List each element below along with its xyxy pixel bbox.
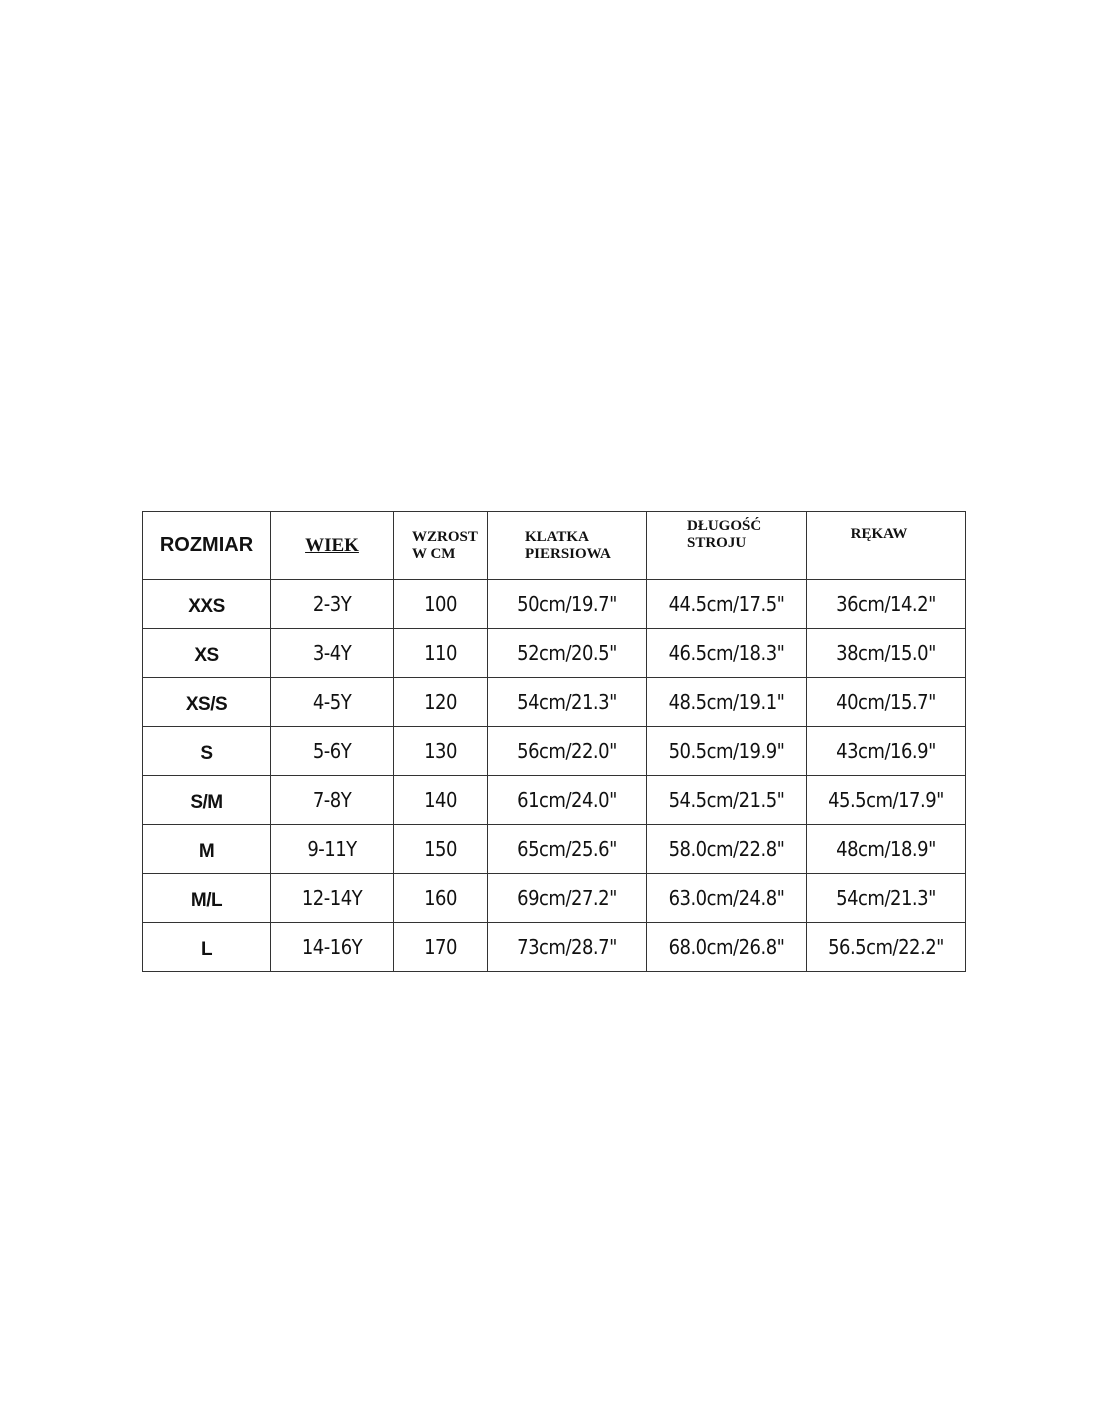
cell-age: 14-16Y	[270, 922, 394, 972]
cell-height: 170	[393, 922, 488, 972]
cell-age: 4-5Y	[270, 677, 394, 727]
header-dlugosc-line1: DŁUGOŚĆ	[687, 518, 762, 534]
header-wzrost: WZROST W CM	[393, 511, 488, 580]
table-row: M/L 12-14Y 160 69cm/27.2" 63.0cm/24.8" 54cm/2…	[142, 873, 966, 923]
cell-height: 150	[393, 824, 488, 874]
table-row: S/M 7-8Y 140 61cm/24.0" 54.5cm/21.5" 45.5cm/1…	[142, 775, 966, 825]
cell-length: 54.5cm/21.5"	[646, 775, 807, 825]
cell-age: 9-11Y	[270, 824, 394, 874]
table-row: XS 3-4Y 110 52cm/20.5" 46.5cm/18.3" 38cm/15.0…	[142, 628, 966, 678]
cell-chest: 56cm/22.0"	[487, 726, 647, 776]
cell-age: 2-3Y	[270, 579, 394, 629]
header-row: ROZMIAR WIEK WZROST W CM KLATKA PIERSIOWA …	[142, 511, 966, 580]
table-row: M 9-11Y 150 65cm/25.6" 58.0cm/22.8" 48cm/18.9…	[142, 824, 966, 874]
header-wiek: WIEK	[270, 511, 394, 580]
cell-size: L	[142, 922, 271, 972]
cell-size: S/M	[142, 775, 271, 825]
cell-chest: 52cm/20.5"	[487, 628, 647, 678]
header-klatka-line2: PIERSIOWA	[525, 545, 611, 562]
cell-size: M/L	[142, 873, 271, 923]
cell-length: 48.5cm/19.1"	[646, 677, 807, 727]
cell-height: 130	[393, 726, 488, 776]
cell-sleeve: 54cm/21.3"	[806, 873, 966, 923]
cell-height: 120	[393, 677, 488, 727]
header-dlugosc: DŁUGOŚĆ STROJU	[646, 511, 807, 580]
cell-age: 3-4Y	[270, 628, 394, 678]
size-chart-table: ROZMIAR WIEK WZROST W CM KLATKA PIERSIOWA …	[142, 511, 966, 972]
cell-sleeve: 40cm/15.7"	[806, 677, 966, 727]
header-klatka-line1: KLATKA	[525, 528, 589, 545]
header-dlugosc-line2: STROJU	[687, 535, 747, 551]
cell-size: S	[142, 726, 271, 776]
cell-height: 100	[393, 579, 488, 629]
cell-height: 160	[393, 873, 488, 923]
header-klatka: KLATKA PIERSIOWA	[487, 511, 647, 580]
cell-size: XS	[142, 628, 271, 678]
cell-length: 68.0cm/26.8"	[646, 922, 807, 972]
header-wzrost-line1: WZROST	[412, 528, 478, 545]
header-rekaw: RĘKAW	[806, 511, 966, 580]
cell-length: 63.0cm/24.8"	[646, 873, 807, 923]
cell-chest: 69cm/27.2"	[487, 873, 647, 923]
cell-sleeve: 45.5cm/17.9"	[806, 775, 966, 825]
header-wzrost-line2: W CM	[412, 545, 456, 562]
header-rozmiar: ROZMIAR	[142, 511, 271, 580]
table-row: L 14-16Y 170 73cm/28.7" 68.0cm/26.8" 56.5cm/2…	[142, 922, 966, 972]
cell-size: XXS	[142, 579, 271, 629]
table-row: XXS 2-3Y 100 50cm/19.7" 44.5cm/17.5" 36cm/14.…	[142, 579, 966, 629]
cell-age: 7-8Y	[270, 775, 394, 825]
cell-age: 5-6Y	[270, 726, 394, 776]
cell-sleeve: 36cm/14.2"	[806, 579, 966, 629]
cell-sleeve: 56.5cm/22.2"	[806, 922, 966, 972]
cell-length: 50.5cm/19.9"	[646, 726, 807, 776]
cell-age: 12-14Y	[270, 873, 394, 923]
cell-length: 44.5cm/17.5"	[646, 579, 807, 629]
cell-sleeve: 38cm/15.0"	[806, 628, 966, 678]
cell-length: 46.5cm/18.3"	[646, 628, 807, 678]
cell-size: XS/S	[142, 677, 271, 727]
cell-height: 140	[393, 775, 488, 825]
cell-chest: 54cm/21.3"	[487, 677, 647, 727]
cell-chest: 73cm/28.7"	[487, 922, 647, 972]
cell-sleeve: 43cm/16.9"	[806, 726, 966, 776]
cell-chest: 50cm/19.7"	[487, 579, 647, 629]
table-row: S 5-6Y 130 56cm/22.0" 50.5cm/19.9" 43cm/16.9"	[142, 726, 966, 776]
cell-chest: 61cm/24.0"	[487, 775, 647, 825]
table-row: XS/S 4-5Y 120 54cm/21.3" 48.5cm/19.1" 40cm/15…	[142, 677, 966, 727]
cell-sleeve: 48cm/18.9"	[806, 824, 966, 874]
cell-size: M	[142, 824, 271, 874]
cell-chest: 65cm/25.6"	[487, 824, 647, 874]
cell-height: 110	[393, 628, 488, 678]
cell-length: 58.0cm/22.8"	[646, 824, 807, 874]
